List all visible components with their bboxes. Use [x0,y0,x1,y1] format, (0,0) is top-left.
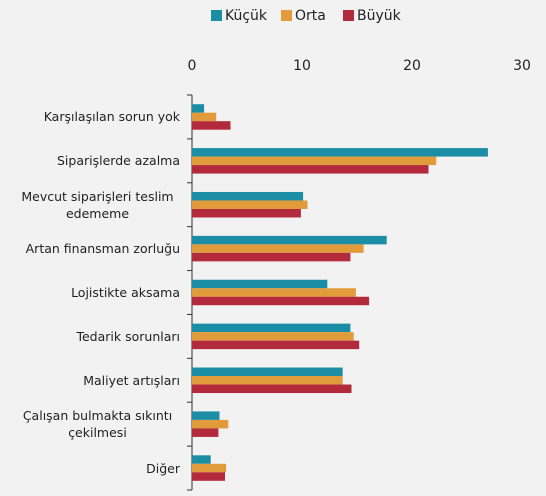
category-label: Siparişlerde azalma [0,139,180,183]
legend-label: Orta [295,8,326,24]
bar [192,340,360,350]
legend-swatch [211,10,222,21]
bar [192,121,231,130]
category-text: Diğer [146,460,180,476]
category-label: Diğer [0,446,180,490]
bar [192,156,437,166]
category-text: Çalışan bulmakta sıkıntı çekilmesi [22,408,173,441]
category-label: Maliyet artışları [0,358,180,402]
bar [192,323,351,333]
bar [192,104,205,113]
legend-label: Büyük [357,8,402,24]
category-label: Çalışan bulmakta sıkıntı çekilmesi [0,402,180,446]
category-text: Karşılaşılan sorun yok [43,109,180,125]
bar [192,367,343,377]
bar [192,376,343,385]
category-text: Mevcut siparişleri teslim edememe [21,188,174,221]
legend-label: Küçük [225,8,268,24]
bar [192,279,328,289]
bar [192,244,364,253]
bar [192,428,219,437]
bar [192,235,387,245]
category-label: Tedarik sorunları [0,314,180,358]
bar [192,288,356,297]
bar [192,296,370,306]
bar [192,411,220,420]
category-label: Artan finansman zorluğu [0,227,180,271]
x-tick-label: 10 [293,58,311,74]
category-text: Tedarik sorunları [76,328,180,344]
bar [192,472,225,481]
bar [192,148,488,157]
bar [192,384,352,394]
category-text: Lojistikte aksama [71,284,180,300]
legend-swatch [343,10,354,21]
bar [192,208,301,218]
bar [192,252,351,262]
category-text: Artan finansman zorluğu [25,241,180,257]
category-label: Lojistikte aksama [0,271,180,315]
bar [192,191,304,201]
category-label: Karşılaşılan sorun yok [0,95,180,139]
bar [192,332,354,341]
x-tick-label: 20 [403,58,421,74]
legend-swatch [281,10,292,21]
bar [192,419,229,429]
category-text: Maliyet artışları [83,372,180,388]
category-text: Siparişlerde azalma [57,153,180,169]
bar [192,463,227,473]
bar [192,455,211,464]
bar [192,112,217,122]
bar [192,165,429,174]
x-tick-label: 30 [513,58,531,74]
x-tick-label: 0 [188,58,197,74]
category-label: Mevcut siparişleri teslim edememe [0,183,180,227]
bar [192,200,308,209]
